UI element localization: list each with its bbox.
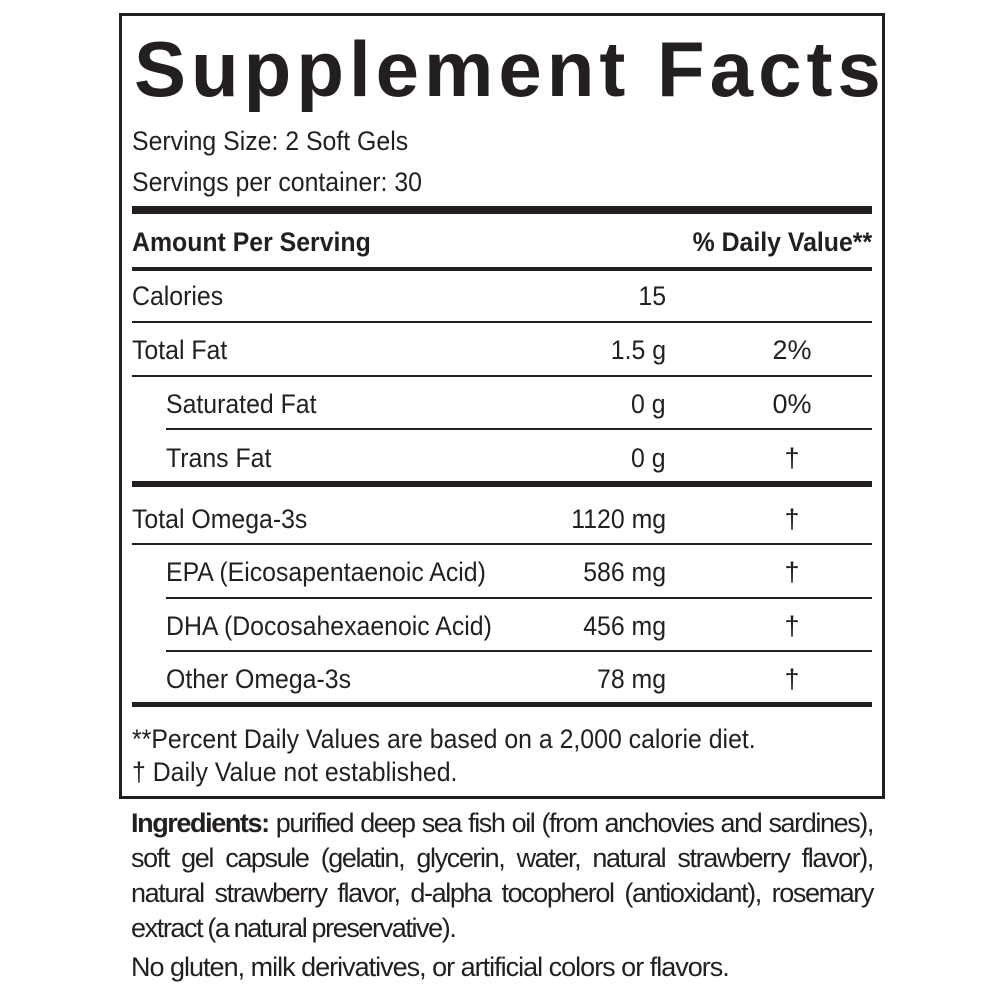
daily-value-header: % Daily Value** <box>692 227 872 257</box>
nutrient-dv: † <box>784 504 800 534</box>
divider <box>132 375 872 377</box>
thick-divider <box>132 481 872 487</box>
divider <box>132 543 872 545</box>
nutrient-row: Total Omega-3s 1120 mg † <box>132 504 872 534</box>
ingredients-section: Ingredients: purified deep sea fish oil … <box>131 806 874 985</box>
nutrient-dv: † <box>784 443 800 473</box>
allergen-note: No gluten, milk derivatives, or artifici… <box>131 952 730 982</box>
nutrient-label: Other Omega-3s <box>166 664 351 694</box>
nutrient-label: Calories <box>132 281 224 311</box>
nutrient-label: Total Omega-3s <box>132 504 308 534</box>
nutrient-label: Total Fat <box>132 335 228 365</box>
nutrient-label: EPA (Eicosapentaenoic Acid) <box>166 557 486 587</box>
nutrient-amount: 456 mg <box>583 611 666 641</box>
amount-per-serving-header: Amount Per Serving <box>132 227 371 257</box>
supplement-facts-panel: Supplement Facts Serving Size: 2 Soft Ge… <box>119 13 885 799</box>
nutrient-row: EPA (Eicosapentaenoic Acid) 586 mg † <box>132 557 872 587</box>
nutrient-dv: † <box>784 664 800 694</box>
nutrient-row: Calories 15 <box>132 281 872 311</box>
ingredients-text: purified deep sea fish oil (from anchovi… <box>131 808 874 943</box>
divider <box>132 321 872 323</box>
servings-per-container: Servings per container: 30 <box>132 167 422 197</box>
thick-divider <box>132 702 872 707</box>
footnote-not-established: † Daily Value not established. <box>132 757 458 787</box>
nutrient-dv: 2% <box>772 335 812 365</box>
footnote-daily-values: **Percent Daily Values are based on a 2,… <box>132 724 756 754</box>
nutrient-dv: † <box>784 557 800 587</box>
thick-divider <box>132 206 872 214</box>
nutrient-amount: 1120 mg <box>571 504 666 534</box>
nutrient-amount: 0 g <box>631 389 666 419</box>
nutrient-amount: 78 mg <box>596 664 666 694</box>
nutrient-row: Total Fat 1.5 g 2% <box>132 335 872 365</box>
nutrient-row: DHA (Docosahexaenoic Acid) 456 mg † <box>132 611 872 641</box>
ingredients-label: Ingredients: <box>131 808 270 838</box>
nutrient-label: DHA (Docosahexaenoic Acid) <box>166 611 492 641</box>
nutrient-label: Trans Fat <box>166 443 272 473</box>
nutrient-dv: † <box>784 611 800 641</box>
divider <box>166 650 872 652</box>
ingredients: Ingredients: purified deep sea fish oil … <box>131 806 874 946</box>
divider <box>166 428 872 430</box>
header-row: Amount Per Serving % Daily Value** <box>132 227 872 257</box>
nutrient-amount: 0 g <box>631 443 666 473</box>
serving-size: Serving Size: 2 Soft Gels <box>132 126 409 156</box>
nutrient-row: Other Omega-3s 78 mg † <box>132 664 872 694</box>
nutrient-row: Trans Fat 0 g † <box>132 443 872 473</box>
nutrient-amount: 586 mg <box>583 557 666 587</box>
nutrient-row: Saturated Fat 0 g 0% <box>132 389 872 419</box>
panel-title: Supplement Facts <box>134 25 886 113</box>
nutrient-amount: 15 <box>638 281 666 311</box>
divider <box>166 597 872 599</box>
nutrient-amount: 1.5 g <box>610 335 666 365</box>
divider <box>132 267 872 271</box>
nutrient-dv: 0% <box>772 389 812 419</box>
nutrient-label: Saturated Fat <box>166 389 317 419</box>
